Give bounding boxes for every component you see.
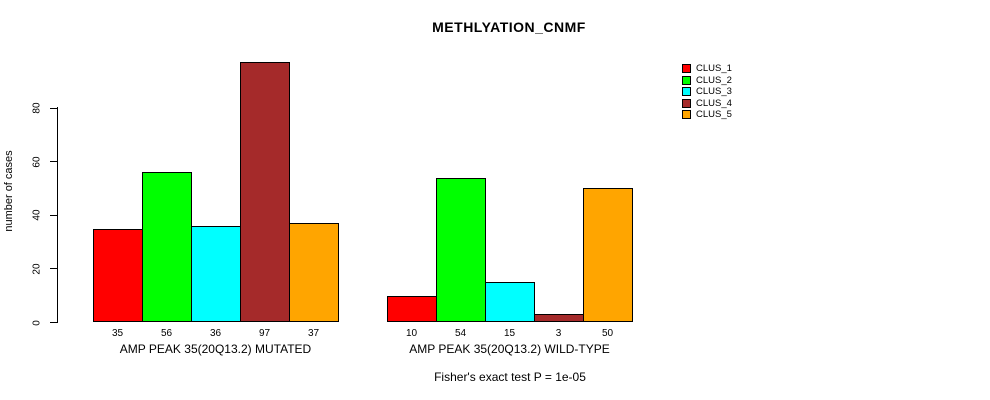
- legend-label: CLUS_3: [696, 86, 732, 97]
- y-tick-mark: [50, 107, 58, 109]
- bar-value-label: 3: [555, 328, 562, 339]
- legend-label: CLUS_4: [696, 97, 732, 109]
- bar-value-label: 35: [111, 328, 124, 339]
- bar-clus_2-group1: [142, 172, 192, 323]
- y-axis-title: number of cases: [3, 150, 15, 232]
- bar-value-label: 50: [601, 328, 614, 339]
- bar-clus_1-group2: [387, 295, 437, 323]
- legend-item-clus_3: CLUS_3: [682, 86, 732, 98]
- legend-item-clus_4: CLUS_4: [682, 98, 732, 110]
- bar-clus_3-group1: [191, 225, 241, 323]
- group-axis-label: AMP PEAK 35(20Q13.2) MUTATED: [119, 342, 312, 356]
- y-tick-label: 80: [31, 102, 43, 114]
- legend-item-clus_5: CLUS_5: [682, 109, 732, 121]
- bar-clus_4-group2: [534, 314, 584, 323]
- legend-label: CLUS_1: [696, 63, 732, 74]
- bar-value-label: 54: [454, 328, 467, 339]
- y-tick-label: 60: [31, 156, 43, 168]
- legend-swatch-clus_5: [682, 110, 691, 120]
- bar-value-label: 97: [258, 328, 271, 339]
- legend-label: CLUS_2: [696, 74, 732, 86]
- y-tick-mark: [50, 268, 58, 270]
- legend-swatch-clus_1: [682, 64, 691, 74]
- bar-clus_5-group1: [289, 223, 339, 323]
- legend-item-clus_1: CLUS_1: [682, 63, 732, 75]
- legend: CLUS_1 CLUS_2 CLUS_3 CLUS_4 CLUS_5: [682, 63, 732, 121]
- y-tick-mark: [50, 161, 58, 163]
- legend-swatch-clus_3: [682, 87, 691, 97]
- legend-swatch-clus_4: [682, 98, 691, 108]
- bar-value-label: 36: [209, 328, 222, 339]
- legend-label: CLUS_5: [696, 109, 732, 120]
- group-axis-label: AMP PEAK 35(20Q13.2) WILD-TYPE: [409, 342, 610, 356]
- legend-item-clus_2: CLUS_2: [682, 75, 732, 87]
- y-tick-label: 40: [31, 209, 43, 221]
- y-tick-mark: [50, 214, 58, 216]
- chart-title: METHLYATION_CNMF: [432, 19, 586, 35]
- stat-test-annotation: Fisher's exact test P = 1e-05: [434, 370, 586, 384]
- bar-value-label: 10: [405, 328, 418, 339]
- bar-value-label: 15: [503, 328, 516, 339]
- bar-clus_2-group2: [436, 177, 486, 323]
- bar-clus_4-group1: [240, 62, 290, 323]
- bar-value-label: 37: [307, 328, 320, 339]
- bar-clus_3-group2: [485, 282, 535, 323]
- y-tick-label: 0: [31, 319, 43, 326]
- y-tick-label: 20: [31, 263, 43, 275]
- bar-value-label: 56: [160, 328, 173, 339]
- legend-swatch-clus_2: [682, 75, 691, 85]
- bar-clus_5-group2: [583, 188, 633, 323]
- bar-clus_1-group1: [93, 228, 143, 323]
- y-tick-mark: [50, 322, 58, 323]
